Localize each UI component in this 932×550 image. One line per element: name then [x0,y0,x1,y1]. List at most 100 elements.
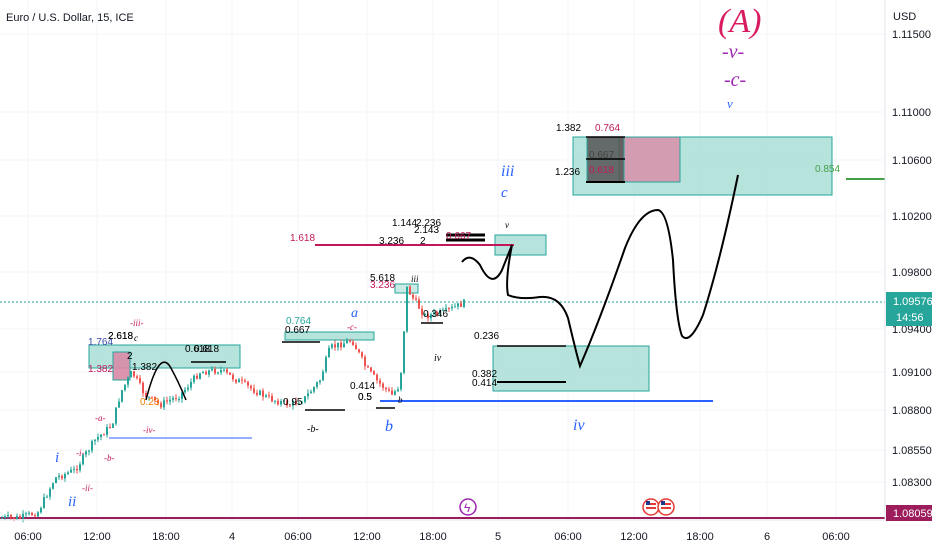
candle-body [202,371,204,374]
fib-zone [284,331,375,341]
candle-body [73,468,75,470]
candles [1,285,465,523]
candle-body [220,370,222,373]
candle-body [214,368,216,374]
candle-body [364,356,366,367]
candle-body [310,391,312,394]
candle-body [421,308,423,315]
candle-body [325,357,327,372]
candle-body [133,371,135,377]
candle-body [334,344,336,348]
wave-label: ii [68,494,76,510]
candle-body [328,347,330,358]
candle-body [376,374,378,381]
candle-body [250,385,252,389]
low-price-badge: 1.08059 [886,505,932,521]
candle-body [235,379,237,383]
y-tick-label: 1.11000 [892,107,931,119]
fib-label: 1.236 [555,167,580,178]
candle-body [388,389,390,391]
y-tick-label: 1.09400 [892,324,932,336]
candle-body [64,473,66,479]
fib-label: 1.618 [290,233,315,244]
candle-body [343,343,345,348]
candle-body [433,311,435,315]
price-axis[interactable]: 1.11500 1.11000 1.10600 1.10200 1.09800 1.094… [892,29,932,489]
fib-label: 0.764 [595,123,620,134]
candle-body [16,516,18,520]
fib-label: 3.236 [379,236,404,247]
candle-body [34,515,36,517]
candle-body [463,299,465,307]
candle-body [274,400,276,402]
countdown-value: 14:56 [896,312,924,324]
candle-body [76,468,78,471]
us-flag-icon-2[interactable] [657,498,675,516]
fib-label: 0.95 [283,397,303,408]
candle-body [355,345,357,350]
candle-body [178,398,180,400]
wave-label: v [727,96,733,111]
fib-label: 1.764 [88,337,113,348]
candle-body [445,308,447,310]
last-price-value: 1.09576 [893,296,932,308]
fib-label: 0.346 [423,309,448,320]
wave-sketch [145,361,187,401]
wave-label: -iv- [143,425,156,435]
grid [0,0,885,520]
candle-body [85,451,87,455]
candle-body [460,303,462,307]
y-tick-label: 1.09100 [892,367,932,379]
candle-body [181,392,183,399]
candle-body [154,396,156,401]
candle-body [106,426,108,435]
y-tick-label: 1.10600 [892,155,932,167]
candle-body [127,377,129,385]
candle-body [79,464,81,471]
candle-body [37,512,39,517]
candle-body [430,314,432,319]
candle-body [61,475,63,479]
wave-label: iii [501,163,514,180]
candle-body [406,286,408,332]
wave-label: i [55,450,59,466]
candle-body [295,401,297,404]
wave-label: v [505,220,509,230]
candle-body [142,382,144,394]
fib-label: 2.618 [108,331,133,342]
candle-body [118,401,120,408]
candle-body [91,441,93,451]
x-tick-label: 18:00 [419,531,447,543]
candle-body [397,389,399,392]
candle-body [391,390,393,395]
candle-body [418,299,420,309]
candle-body [187,387,189,390]
fib-label: 1.382 [88,364,113,375]
candle-body [247,381,249,386]
candle-body [97,437,99,440]
fib-label: 2 [420,236,426,247]
candle-body [190,381,192,388]
wave-label: -a- [95,413,106,423]
candle-body [25,513,27,515]
us-flag-icon[interactable] [642,498,660,516]
candle-body [313,386,315,392]
wave-label: b [385,418,393,435]
event-flash-icon[interactable]: ϟ [459,498,477,516]
candle-body [244,380,246,382]
wave-label: iv [434,353,442,364]
time-axis[interactable]: 06:00 12:00 18:00 4 06:00 12:00 18:00 5 06:00 12:… [14,531,850,543]
candle-body [94,439,96,442]
candle-body [277,400,279,405]
x-tick-label: 06:00 [284,531,312,543]
fib-label: 0.667 [446,231,471,242]
x-tick-label: 18:00 [686,531,714,543]
fib-label: 0.667 [285,325,310,336]
projection-path [461,174,739,369]
candle-body [436,311,438,315]
y-tick-label: 1.08300 [892,477,932,489]
candle-body [382,383,384,388]
wave-label: -iii- [130,318,144,328]
